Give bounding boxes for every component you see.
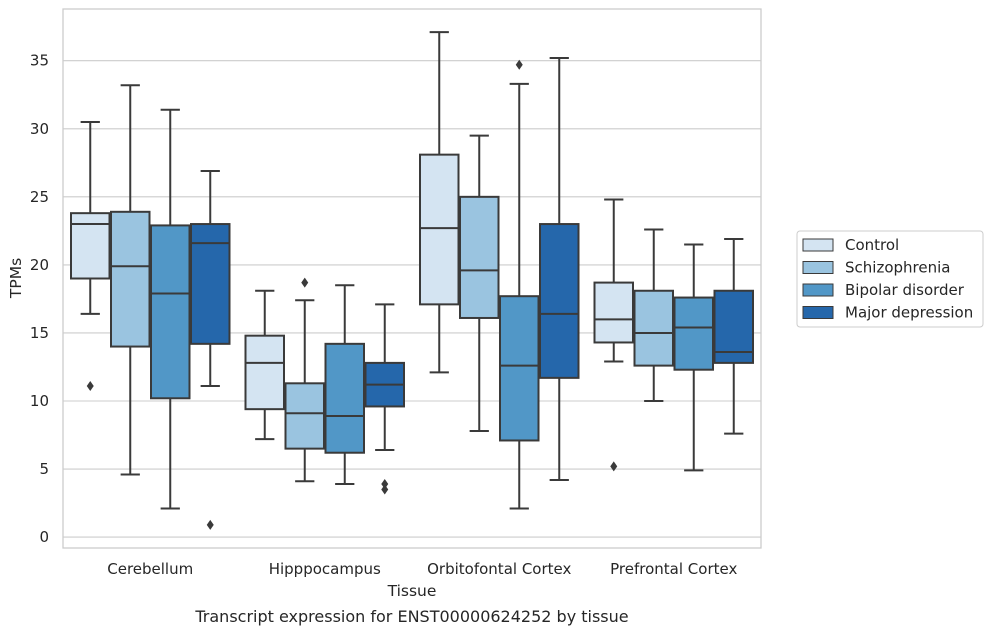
x-tick-label: Cerebellum: [107, 560, 193, 578]
box-plot: [150, 108, 191, 510]
box-plot: [459, 134, 500, 432]
y-tick-label: 35: [30, 52, 49, 70]
box-plot: [499, 59, 540, 510]
x-axis-ticks: Cerebellum Hipppocampus Orbitofontal Corte…: [107, 560, 737, 578]
y-tick-label: 25: [30, 188, 49, 206]
x-tick-label: Hipppocampus: [269, 560, 381, 578]
figure-caption: Transcript expression for ENST0000062425…: [194, 607, 628, 626]
outlier-point: [610, 461, 618, 472]
legend-swatch: [802, 306, 834, 319]
legend: Control Schizophrenia Bipolar disorder Majo…: [796, 230, 984, 328]
outlier-point: [381, 484, 389, 495]
legend-swatch: [802, 238, 834, 252]
legend-label: Control: [845, 236, 899, 254]
box: [244, 334, 285, 411]
x-tick-label: Orbitofontal Cortex: [427, 560, 571, 578]
x-tick-label: Prefrontal Cortex: [610, 560, 737, 578]
box: [593, 281, 634, 344]
box: [673, 296, 714, 371]
box: [419, 153, 460, 306]
legend-swatch: [802, 283, 834, 297]
box-plot: [633, 228, 674, 402]
y-axis-title: TPMs: [7, 258, 25, 299]
legend-frame: [796, 230, 984, 328]
outlier-point: [301, 277, 309, 288]
box-plots: [70, 31, 754, 530]
legend-label: Major depression: [845, 304, 973, 322]
legend-label: Bipolar disorder: [845, 281, 965, 299]
box: [284, 382, 325, 450]
box-plot: [713, 238, 754, 435]
outlier-point: [206, 519, 214, 530]
box: [70, 212, 111, 280]
y-tick-label: 20: [30, 256, 49, 274]
legend-swatch: [802, 261, 834, 274]
box-plot: [673, 243, 714, 472]
y-tick-label: 5: [39, 460, 49, 478]
box-plot: [70, 120, 111, 392]
y-tick-label: 30: [30, 120, 49, 138]
x-axis-title: Tissue: [387, 582, 437, 600]
box-plot: [110, 84, 151, 476]
box-plot: [284, 277, 325, 483]
box-plot: [419, 31, 460, 374]
box: [324, 342, 365, 454]
box-plot: [324, 284, 365, 486]
box: [110, 210, 151, 348]
box-plot: [364, 303, 405, 495]
box: [499, 295, 540, 442]
legend-items: Control Schizophrenia Bipolar disorder Majo…: [802, 236, 973, 322]
box: [459, 195, 500, 319]
box: [150, 224, 191, 400]
outlier-point: [381, 479, 389, 490]
outlier-point: [515, 59, 523, 70]
outlier-point: [86, 381, 94, 392]
y-tick-label: 0: [39, 528, 49, 546]
box-plot: [539, 57, 580, 481]
box-plot: [244, 289, 285, 441]
y-tick-label: 15: [30, 324, 49, 342]
box: [539, 223, 580, 379]
box-plot: [593, 198, 634, 472]
y-axis-ticks: 0 5 10 15 20 25 30 35: [30, 52, 49, 546]
box: [713, 289, 754, 364]
box-plot: [190, 169, 231, 530]
box: [190, 223, 231, 345]
legend-label: Schizophrenia: [845, 259, 950, 277]
box: [633, 289, 674, 367]
y-tick-label: 10: [30, 392, 49, 410]
